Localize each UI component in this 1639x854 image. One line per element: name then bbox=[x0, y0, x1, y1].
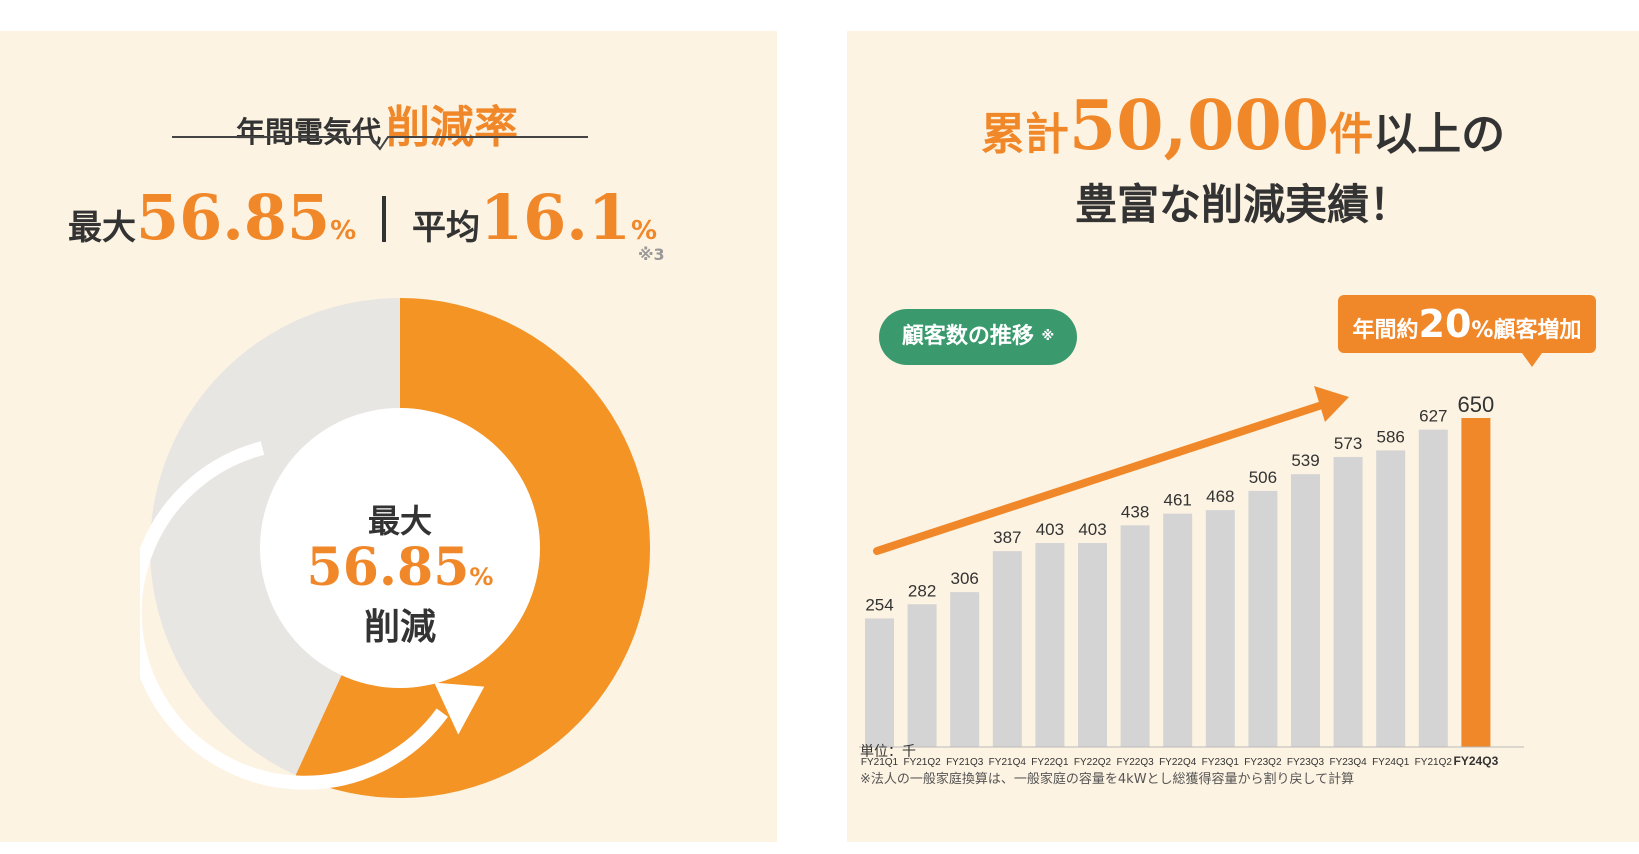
bar-value-label: 403 bbox=[1078, 520, 1106, 539]
bar-value-label: 468 bbox=[1206, 487, 1234, 506]
progress-arrow-icon bbox=[140, 441, 448, 790]
reduction-rate-panel: 年間電気代 削減率 最大56.85% 平均16.1% ※3 最大 56.85% … bbox=[0, 31, 777, 842]
customer-growth-panel: 累計50,000件以上の 豊富な削減実績！ 顧客数の推移 ※ 年間約20%顧客増… bbox=[847, 31, 1639, 842]
max-stat-value: 56.85 bbox=[136, 181, 331, 254]
customer-trend-badge: 顧客数の推移 ※ bbox=[879, 309, 1077, 365]
bar-value-label: 586 bbox=[1377, 427, 1405, 446]
x-tick-label: FY21Q1 bbox=[861, 757, 899, 768]
bar-fy21q1 bbox=[865, 618, 894, 747]
bar-value-label: 282 bbox=[908, 581, 936, 600]
donut-center-value: 56.85 bbox=[306, 537, 470, 598]
x-tick-label: FY22Q3 bbox=[1116, 757, 1154, 768]
donut-chart bbox=[140, 298, 650, 798]
growth-callout: 年間約20%顧客増加 bbox=[1338, 295, 1596, 353]
bar-value-label: 461 bbox=[1164, 491, 1192, 510]
title-suffix: 以上の bbox=[1373, 109, 1506, 160]
donut-hole bbox=[260, 408, 540, 688]
max-stat-label: 最大 bbox=[68, 208, 136, 248]
bar-fy21q2 bbox=[1418, 429, 1448, 747]
growth-title-line1: 累計50,000件以上の bbox=[847, 86, 1639, 166]
x-tick-label: FY21Q3 bbox=[946, 757, 984, 768]
rate-heading-emphasis: 削減率 bbox=[386, 102, 519, 153]
x-tick-label: FY21Q2 bbox=[903, 757, 941, 768]
stat-divider bbox=[382, 196, 386, 242]
bar-fy23q3 bbox=[1291, 474, 1320, 747]
x-tick-label: FY23Q2 bbox=[1244, 757, 1282, 768]
bar-fy23q1 bbox=[1205, 510, 1235, 747]
bar-fy21q4 bbox=[992, 551, 1022, 747]
x-tick-label: FY23Q1 bbox=[1202, 757, 1240, 768]
bar-fy24q1 bbox=[1376, 450, 1406, 747]
growth-title-line2: 豊富な削減実績！ bbox=[1074, 180, 1411, 229]
title-prefix: 累計 bbox=[980, 109, 1069, 160]
trend-arrow-icon bbox=[873, 402, 1323, 555]
callout-number: 20 bbox=[1418, 302, 1472, 346]
bar-value-label: 254 bbox=[865, 595, 893, 614]
bar-value-label: 506 bbox=[1249, 468, 1277, 487]
unit-note: 単位：千 bbox=[860, 744, 916, 760]
bar-fy23q4 bbox=[1333, 456, 1363, 747]
bar-fy21q2 bbox=[907, 604, 937, 747]
bar-value-label: 539 bbox=[1291, 451, 1319, 470]
x-tick-label: FY24Q1 bbox=[1372, 757, 1410, 768]
x-tick-label: FY23Q3 bbox=[1287, 757, 1325, 768]
max-stat-unit: % bbox=[330, 216, 357, 246]
x-tick-label: FY21Q2 bbox=[1415, 757, 1453, 768]
avg-stat: 平均16.1% bbox=[412, 181, 657, 254]
donut-center-label: 最大 56.85% 削減 bbox=[250, 496, 550, 650]
bar-value-label: 306 bbox=[951, 569, 979, 588]
bar-value-label: 627 bbox=[1419, 407, 1447, 426]
callout-pointer bbox=[1522, 353, 1542, 367]
rate-heading-prefix: 年間電気代 bbox=[235, 115, 381, 149]
bar-value-label: 573 bbox=[1334, 434, 1362, 453]
title-counter: 件 bbox=[1329, 109, 1374, 160]
footnote-mark: ※3 bbox=[638, 245, 665, 264]
bar-fy22q1 bbox=[1035, 543, 1065, 747]
bar-fy21q3 bbox=[950, 592, 980, 747]
donut-center-line3: 削減 bbox=[363, 607, 436, 648]
donut-center-unit: % bbox=[469, 563, 494, 591]
title-number: 50,000 bbox=[1068, 86, 1330, 166]
bar-value-label: 387 bbox=[993, 528, 1021, 547]
badge-label: 顧客数の推移 bbox=[901, 324, 1034, 349]
max-stat: 最大56.85% bbox=[68, 181, 356, 254]
bar-fy22q4 bbox=[1163, 513, 1193, 747]
bar-fy23q2 bbox=[1248, 490, 1278, 747]
callout-prefix: 年間約 bbox=[1352, 318, 1419, 343]
chart-footnote: ※法人の一般家庭換算は、一般家庭の容量を4kWとし総獲得容量から割り戻して計算 bbox=[860, 772, 1355, 787]
avg-stat-label: 平均 bbox=[412, 208, 480, 248]
x-tick-label: FY22Q1 bbox=[1031, 757, 1069, 768]
donut-center-line1: 最大 bbox=[367, 502, 432, 540]
bar-value-label: 438 bbox=[1121, 502, 1149, 521]
x-tick-label: FY24Q3 bbox=[1454, 754, 1499, 768]
bar-fy24q3 bbox=[1461, 418, 1491, 747]
x-tick-label: FY22Q4 bbox=[1159, 757, 1197, 768]
x-tick-label: FY22Q2 bbox=[1074, 757, 1112, 768]
bar-value-label: 650 bbox=[1458, 392, 1495, 417]
avg-stat-value: 16.1 bbox=[480, 181, 632, 254]
arrow-head-icon bbox=[434, 682, 485, 735]
badge-mark: ※ bbox=[1041, 329, 1055, 344]
x-tick-label: FY23Q4 bbox=[1329, 757, 1367, 768]
bar-value-label: 403 bbox=[1036, 520, 1064, 539]
trend-arrow-head-icon bbox=[1314, 386, 1349, 422]
avg-stat-unit: % bbox=[631, 216, 658, 246]
bar-fy22q3 bbox=[1120, 525, 1150, 747]
rate-heading: 年間電気代 削減率 bbox=[212, 91, 542, 155]
customer-bar-chart: 254 FY21Q1 282 FY21Q2 306 FY21Q3 387 FY21Q4 403 F… bbox=[859, 386, 1524, 768]
callout-suffix: %顧客増加 bbox=[1471, 318, 1582, 343]
bar-fy22q2 bbox=[1078, 543, 1107, 747]
heading-underline bbox=[172, 136, 588, 151]
x-tick-label: FY21Q4 bbox=[989, 757, 1027, 768]
